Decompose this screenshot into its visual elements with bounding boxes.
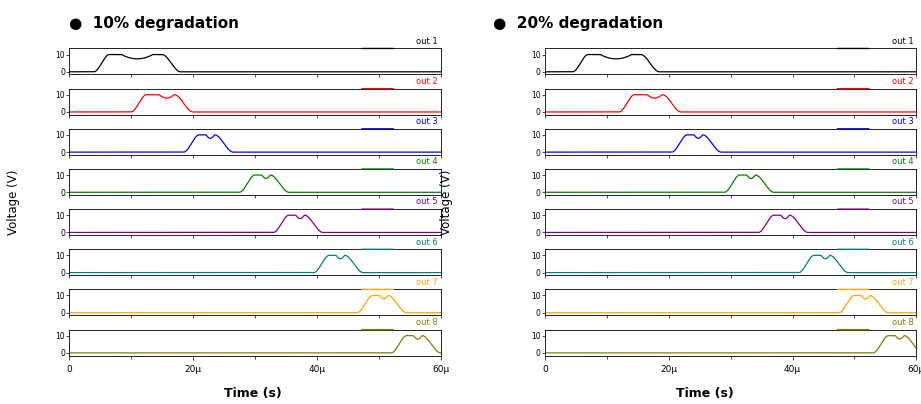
Text: out 5: out 5 — [416, 197, 437, 206]
Text: ●  20% degradation: ● 20% degradation — [493, 16, 663, 31]
Text: out 2: out 2 — [892, 77, 914, 86]
Text: Voltage (V): Voltage (V) — [7, 169, 20, 235]
Text: out 3: out 3 — [416, 117, 437, 126]
Text: Voltage (V): Voltage (V) — [440, 169, 453, 235]
Text: out 1: out 1 — [892, 37, 914, 46]
Text: out 5: out 5 — [892, 197, 914, 206]
Text: out 7: out 7 — [416, 278, 437, 287]
Text: out 2: out 2 — [416, 77, 437, 86]
Text: Time (s): Time (s) — [676, 387, 733, 400]
Text: out 7: out 7 — [892, 278, 914, 287]
Text: out 4: out 4 — [416, 157, 437, 166]
Text: Time (s): Time (s) — [225, 387, 282, 400]
Text: out 1: out 1 — [416, 37, 437, 46]
Text: out 8: out 8 — [416, 318, 437, 327]
Text: out 6: out 6 — [416, 238, 437, 246]
Text: out 6: out 6 — [892, 238, 914, 246]
Text: ●  10% degradation: ● 10% degradation — [69, 16, 239, 31]
Text: out 4: out 4 — [892, 157, 914, 166]
Text: out 8: out 8 — [892, 318, 914, 327]
Text: out 3: out 3 — [892, 117, 914, 126]
